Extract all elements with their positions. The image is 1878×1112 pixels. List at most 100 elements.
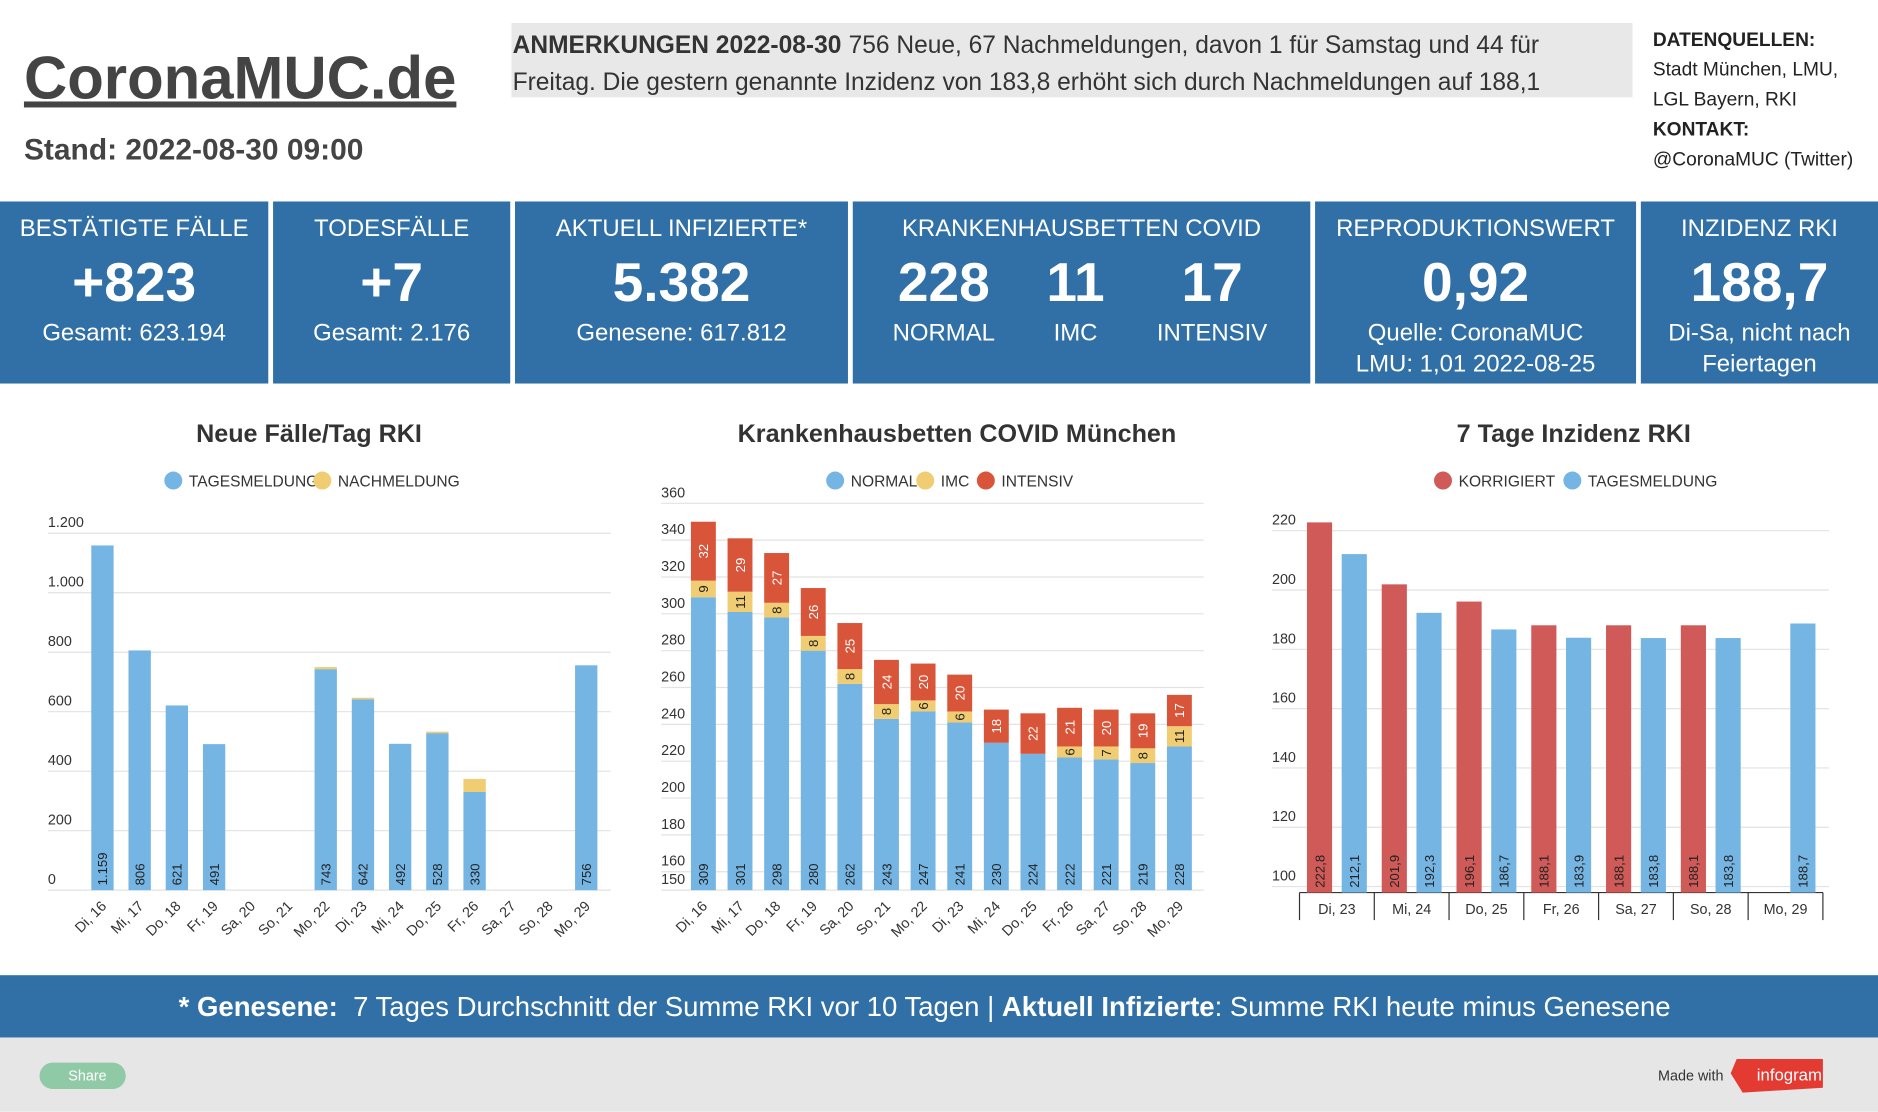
y-tick-label: 300 bbox=[661, 596, 685, 612]
notes-box bbox=[511, 23, 1633, 98]
data-label: 241 bbox=[952, 863, 967, 885]
sources-text: LGL Bayern, RKI bbox=[1653, 90, 1797, 111]
bar-segment bbox=[388, 743, 412, 891]
kpi-value: 0,92 bbox=[1422, 251, 1529, 313]
notes-text: Freitag. Die gestern genannte Inzidenz v… bbox=[513, 69, 1541, 96]
bar-segment bbox=[690, 521, 716, 581]
bar-segment bbox=[764, 602, 790, 618]
legend-swatch bbox=[1563, 471, 1582, 490]
notes-label: ANMERKUNGEN 2022-08-30 bbox=[513, 32, 842, 59]
data-label: 301 bbox=[733, 863, 748, 885]
legend-swatch bbox=[916, 471, 935, 490]
kpi-sub: Genesene: 617.812 bbox=[576, 319, 786, 346]
y-tick-label: 320 bbox=[661, 559, 685, 575]
data-label: 20 bbox=[952, 686, 967, 701]
made-with: Made with bbox=[1658, 1069, 1723, 1085]
y-tick-label: 180 bbox=[661, 817, 685, 833]
bar-segment bbox=[874, 704, 899, 719]
data-label: 8 bbox=[1136, 752, 1151, 759]
y-tick-label: 400 bbox=[48, 753, 72, 769]
kpi-tiles: BESTÄTIGTE FÄLLE +823 Gesamt: 623.194 TODES… bbox=[0, 201, 1878, 384]
bar-segment bbox=[1166, 746, 1192, 891]
data-label: 8 bbox=[769, 606, 784, 613]
data-label: 188,1 bbox=[1686, 855, 1701, 888]
bar-segment bbox=[1166, 694, 1192, 727]
kpi-title: TODESFÄLLE bbox=[314, 215, 469, 242]
kpi-tile bbox=[273, 201, 511, 384]
x-tick-label: Mo, 29 bbox=[1764, 902, 1808, 918]
kpi-title: KRANKENHAUSBETTEN COVID bbox=[902, 215, 1261, 242]
bar-segment bbox=[1130, 748, 1156, 764]
data-label: 8 bbox=[806, 640, 821, 647]
kpi-tile bbox=[1640, 201, 1878, 384]
bar-segment bbox=[426, 731, 449, 734]
data-label: 642 bbox=[356, 863, 371, 885]
data-label: 243 bbox=[879, 863, 894, 885]
contact-text[interactable]: @CoronaMUC (Twitter) bbox=[1653, 150, 1853, 171]
y-tick-label: 260 bbox=[661, 670, 685, 686]
y-tick-label: 600 bbox=[48, 694, 72, 710]
data-label: 6 bbox=[1062, 748, 1077, 755]
y-tick-label: 0 bbox=[48, 872, 56, 888]
kpi-sub: NORMAL bbox=[893, 319, 995, 346]
bar-segment bbox=[983, 709, 1009, 743]
bar bbox=[1341, 554, 1367, 893]
brand-badge[interactable] bbox=[1730, 1059, 1823, 1093]
y-tick-label: 360 bbox=[661, 485, 685, 501]
chart-title: Krankenhausbetten COVID München bbox=[738, 420, 1177, 448]
data-label: 21 bbox=[1062, 720, 1077, 735]
kpi-sub: Quelle: CoronaMUC bbox=[1368, 319, 1584, 346]
brand[interactable]: infogram bbox=[1757, 1066, 1822, 1085]
bar-segment bbox=[837, 669, 863, 684]
logo[interactable]: CoronaMUC.de bbox=[24, 44, 456, 111]
data-label: 6 bbox=[952, 713, 967, 720]
bar-segment bbox=[165, 705, 189, 891]
data-label: 24 bbox=[879, 675, 894, 690]
data-label: 20 bbox=[1099, 721, 1114, 736]
data-label: 806 bbox=[132, 863, 147, 885]
bar-segment bbox=[947, 674, 973, 712]
bar bbox=[1680, 625, 1706, 893]
data-label: 188,1 bbox=[1537, 855, 1552, 888]
kpi-title: BESTÄTIGTE FÄLLE bbox=[20, 215, 249, 242]
bar-segment bbox=[1166, 726, 1192, 747]
y-tick-label: 220 bbox=[1272, 513, 1296, 529]
y-tick-label: 1.000 bbox=[48, 575, 84, 591]
data-label: 330 bbox=[467, 863, 482, 885]
footer-strong: * Genesene: bbox=[179, 991, 338, 1022]
x-tick-label: Do, 25 bbox=[1465, 902, 1507, 918]
y-tick-label: 140 bbox=[1272, 750, 1296, 766]
y-tick-label: 160 bbox=[1272, 691, 1296, 707]
kpi-tile bbox=[1315, 201, 1637, 384]
bar-segment bbox=[983, 742, 1009, 891]
y-tick-label: 200 bbox=[1272, 572, 1296, 588]
x-tick-label: Di, 23 bbox=[1318, 902, 1356, 918]
bar-segment bbox=[202, 744, 226, 891]
y-tick-label: 240 bbox=[661, 706, 685, 722]
legend-label: TAGESMELDUNG bbox=[1588, 474, 1717, 491]
x-tick-label: Fr, 26 bbox=[1543, 902, 1580, 918]
bar-segment bbox=[351, 699, 375, 891]
legend-label: NACHMELDUNG bbox=[338, 474, 460, 491]
kpi-sub: IMC bbox=[1054, 319, 1098, 346]
kpi-value: 228 bbox=[898, 251, 990, 313]
bar bbox=[1715, 638, 1741, 893]
y-tick-label: 280 bbox=[661, 633, 685, 649]
share-button[interactable] bbox=[39, 1062, 126, 1089]
data-label: 27 bbox=[769, 571, 784, 586]
data-label: 29 bbox=[733, 558, 748, 573]
share-label[interactable]: Share bbox=[68, 1069, 106, 1085]
footer-strong: Aktuell Infizierte bbox=[1002, 991, 1215, 1022]
data-label: 18 bbox=[989, 719, 1004, 734]
legend-label: NORMAL bbox=[851, 474, 918, 491]
bar bbox=[1790, 623, 1816, 893]
bar-segment bbox=[1093, 746, 1119, 760]
data-label: 7 bbox=[1099, 749, 1114, 756]
legend-label: IMC bbox=[941, 474, 970, 491]
data-label: 228 bbox=[1172, 863, 1187, 885]
bar bbox=[1531, 625, 1557, 893]
bar-segment bbox=[800, 635, 826, 651]
